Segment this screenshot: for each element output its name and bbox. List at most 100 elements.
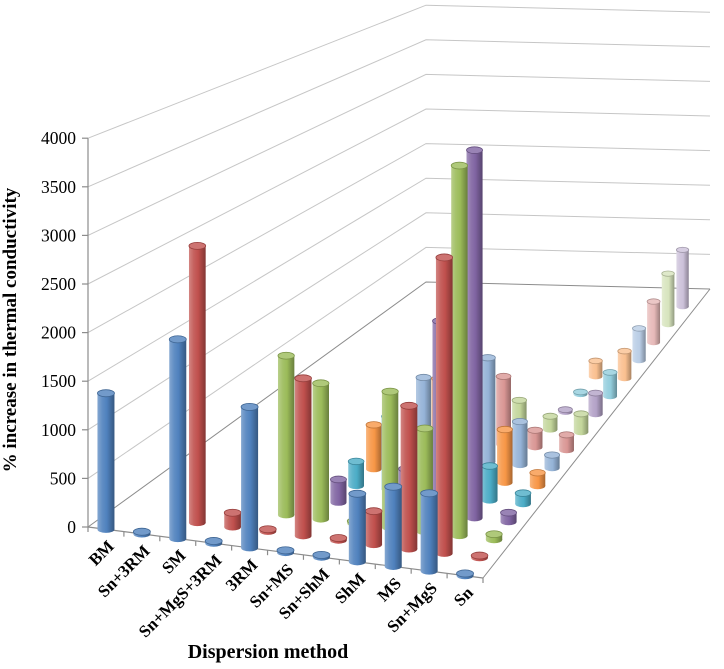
cylinder-top [240, 402, 259, 411]
cylinder-body [481, 466, 498, 501]
cylinder-bar [259, 525, 277, 535]
cylinder-body [500, 512, 517, 522]
cylinder-body [527, 430, 543, 448]
floor-right-edge [482, 288, 711, 579]
cylinder-bar [470, 551, 489, 562]
cylinder-bar [500, 508, 517, 526]
cylinder-top [294, 374, 312, 383]
cylinder-top [415, 373, 432, 382]
cylinder-top [276, 546, 295, 555]
cylinder-top [223, 508, 242, 517]
cylinder-top [588, 389, 604, 397]
cylinder-bar [312, 550, 331, 561]
gridline [87, 143, 711, 334]
cylinder-body [420, 493, 438, 572]
cylinder-top [542, 412, 558, 420]
cylinder-top [381, 387, 399, 396]
cylinder-top [527, 426, 543, 434]
cylinder-bar [450, 161, 468, 540]
cylinder-top [348, 489, 367, 498]
y-tick-label: 2000 [41, 323, 76, 343]
gridline [87, 39, 711, 188]
cylinder-body [497, 429, 513, 483]
cylinder-body [241, 406, 259, 548]
cylinder-top [450, 161, 468, 170]
cylinder-top [365, 421, 382, 429]
cylinder-bar [676, 246, 690, 310]
cylinder-body [515, 493, 531, 504]
cylinder-bar [466, 146, 483, 522]
cylinder-bar [588, 357, 603, 380]
cylinder-body [366, 424, 382, 470]
cylinder-bar [527, 426, 543, 451]
x-tick-label: SM [158, 546, 189, 577]
cylinder-bar [330, 475, 347, 506]
cylinder-top [435, 253, 454, 262]
cylinder-body [480, 357, 496, 462]
x-tick-label: MS [374, 574, 405, 605]
y-tick-label: 0 [67, 517, 76, 537]
cylinder-bar [511, 417, 528, 469]
cylinder-top [364, 507, 383, 516]
cylinder-top [617, 347, 632, 355]
cylinder-top [132, 527, 151, 536]
cylinder-body [312, 383, 329, 520]
cylinder-top [676, 246, 690, 253]
cylinder-body [588, 360, 603, 377]
cylinder-top [329, 534, 348, 542]
cylinder-top [514, 489, 532, 497]
cylinder-bar [400, 401, 418, 553]
cylinder-body [384, 486, 402, 567]
gridline [87, 73, 711, 236]
cylinder-bar [646, 298, 661, 346]
cylinder-top [495, 372, 512, 380]
cylinder-bar [348, 489, 367, 566]
cylinder-body [97, 393, 115, 530]
cylinder-top [573, 410, 589, 418]
cylinder-top [558, 431, 575, 439]
x-tick-label: Sn [450, 583, 477, 610]
cylinder-bar [347, 457, 365, 490]
cylinder-bar [558, 431, 575, 454]
cylinder-top [557, 406, 573, 414]
cylinder-body [529, 472, 546, 486]
cylinder-bar [420, 489, 439, 575]
cylinder-bar [588, 389, 604, 418]
cylinder-body [451, 165, 468, 536]
cylinder-top [456, 569, 474, 578]
cylinder-bar [435, 253, 454, 557]
cylinder-bar [294, 374, 312, 540]
cylinder-bar [240, 402, 259, 552]
cylinder-bar [573, 410, 589, 436]
cylinder-top [470, 551, 489, 560]
y-tick-label: 500 [50, 468, 77, 488]
cylinder-bar [223, 508, 242, 531]
cylinder-body [512, 421, 528, 465]
cylinder-top [420, 489, 439, 498]
cylinder-body [169, 339, 187, 539]
cylinder-body [188, 245, 206, 523]
cylinder-body [617, 351, 632, 379]
cylinder-top [330, 475, 347, 484]
y-tick-label: 4000 [41, 128, 76, 148]
cylinder-bar [529, 469, 546, 490]
cylinder-top [496, 425, 513, 434]
cylinder-body [676, 249, 689, 307]
cylinder-bar [485, 530, 503, 544]
cylinder-top [347, 457, 365, 466]
y-tick-label: 3500 [41, 177, 76, 197]
cylinder-top [384, 482, 403, 491]
cylinder-bar [168, 335, 187, 543]
cylinder-body [661, 273, 675, 325]
cylinder-bar [617, 347, 632, 382]
cylinder-top [544, 451, 561, 459]
cylinder-top [466, 146, 483, 154]
bars-group [97, 146, 690, 580]
cylinder-body [400, 405, 418, 549]
x-tick-label: BM [85, 537, 118, 570]
cylinder-body [647, 301, 661, 343]
cylinder-top [485, 530, 503, 539]
cylinder-body [277, 355, 295, 515]
cylinder-top [661, 270, 675, 277]
